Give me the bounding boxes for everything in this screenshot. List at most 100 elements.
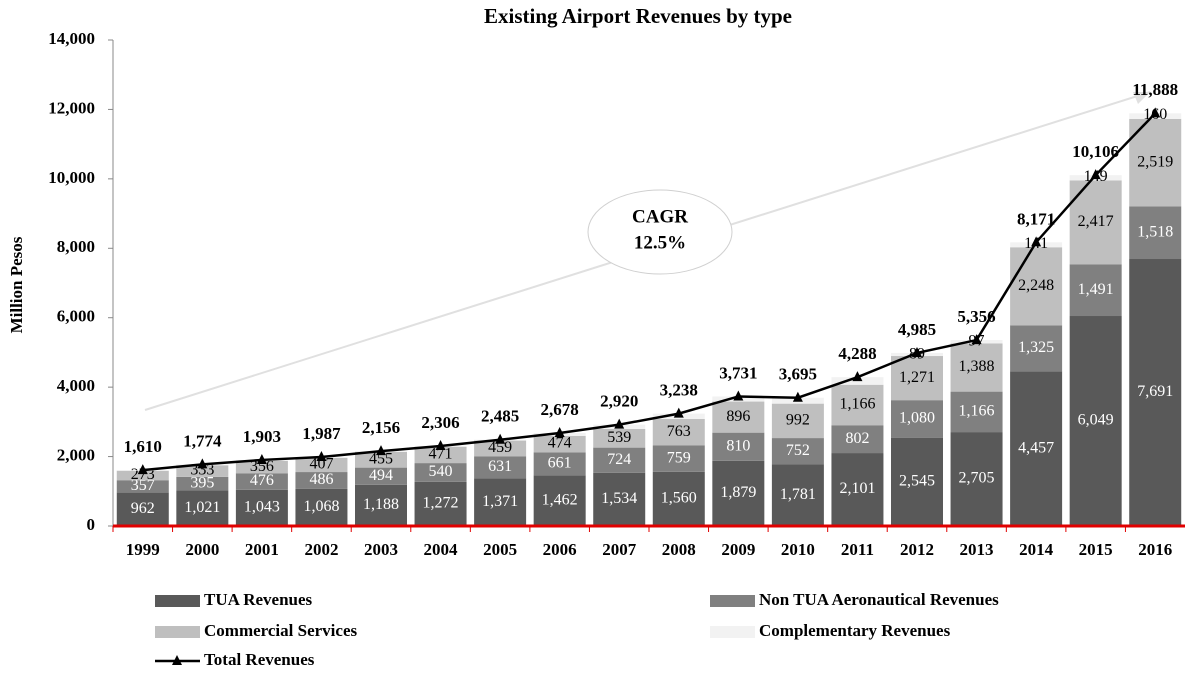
value-label: 494 <box>369 467 393 484</box>
value-label: 1,068 <box>303 498 339 515</box>
total-label: 3,731 <box>719 363 757 382</box>
value-label: 631 <box>488 458 512 475</box>
value-label: 486 <box>309 471 333 488</box>
y-tick-label: 8,000 <box>57 237 95 256</box>
bar-segment <box>950 343 1003 392</box>
value-label: 810 <box>726 437 750 454</box>
value-label: 1,371 <box>482 493 518 510</box>
bar-segment <box>355 484 407 526</box>
value-label: 1,166 <box>959 403 995 420</box>
total-label: 5,356 <box>957 307 995 326</box>
bar-segment <box>652 471 705 526</box>
total-label: 1,774 <box>183 431 222 450</box>
value-label: 802 <box>845 430 869 447</box>
total-marker <box>912 346 922 357</box>
trend-arrowhead <box>1133 92 1150 104</box>
bar-segment <box>891 356 943 401</box>
total-label: 4,985 <box>898 320 936 339</box>
bar-segment <box>235 489 288 526</box>
bar-segment <box>831 384 884 426</box>
bar-segment <box>652 445 705 472</box>
bar-segment <box>235 473 288 490</box>
value-label: 962 <box>131 500 155 517</box>
bar-segment <box>593 447 646 473</box>
legend-label: Commercial Services <box>204 621 357 640</box>
bar-segment <box>355 467 407 485</box>
total-marker <box>256 453 267 464</box>
value-label: 759 <box>667 449 691 466</box>
bar-segment <box>771 403 824 439</box>
value-label: 724 <box>607 451 631 468</box>
total-marker <box>673 407 684 418</box>
bar-segment <box>950 432 1003 526</box>
bar-segment <box>414 446 467 464</box>
chart-title: Existing Airport Revenues by type <box>484 4 792 28</box>
total-label: 3,695 <box>779 365 817 384</box>
annotation-bubble <box>587 189 733 275</box>
value-label: 540 <box>429 463 453 480</box>
x-tick-label: 2014 <box>1019 540 1054 559</box>
value-label: 455 <box>369 450 393 467</box>
bar-segment <box>593 428 646 448</box>
annotation: 12.5% <box>634 232 686 253</box>
value-label: 1,518 <box>1137 223 1173 240</box>
x-tick-label: 2000 <box>185 540 219 559</box>
value-label: 2,705 <box>959 470 995 487</box>
bar-segment <box>533 475 586 526</box>
value-label: 476 <box>250 472 274 489</box>
bar-segment <box>712 401 765 433</box>
bar-segment <box>474 478 527 526</box>
bar-segment <box>116 470 169 481</box>
value-label: 407 <box>309 456 333 473</box>
total-line <box>142 112 1157 472</box>
bar-segment <box>891 437 943 526</box>
x-tick-label: 2012 <box>900 540 934 559</box>
bar-segment <box>771 438 824 465</box>
total-marker <box>1031 236 1042 247</box>
value-label: 474 <box>548 435 572 452</box>
bar-segment <box>1069 316 1122 526</box>
legend-swatch <box>710 626 755 638</box>
bar-segment <box>295 488 348 526</box>
x-tick-label: 2002 <box>304 540 338 559</box>
value-label: 1,388 <box>959 358 995 375</box>
bar-segment <box>474 456 527 479</box>
total-marker <box>1150 107 1161 118</box>
bar-segment <box>235 460 288 474</box>
bar-segment <box>1010 247 1063 326</box>
bar-segment <box>295 472 348 489</box>
bar-segment <box>1069 264 1122 317</box>
total-marker <box>733 390 744 401</box>
y-tick-label: 2,000 <box>57 445 95 464</box>
legend-marker <box>172 655 182 665</box>
total-label: 2,485 <box>481 407 519 426</box>
y-axis-label: Million Pesos <box>7 236 26 333</box>
bar-segment <box>533 435 586 453</box>
bar-segment <box>831 453 884 526</box>
legend-label: Total Revenues <box>204 650 315 669</box>
x-tick-label: 2016 <box>1138 540 1172 559</box>
value-label: 1,166 <box>839 396 875 413</box>
y-tick-label: 10,000 <box>48 168 95 187</box>
total-label: 8,171 <box>1017 209 1055 228</box>
bar-segment <box>1129 259 1182 526</box>
x-tick-label: 1999 <box>126 540 160 559</box>
y-tick-label: 14,000 <box>48 29 95 48</box>
y-tick-label: 4,000 <box>57 376 95 395</box>
value-label: 357 <box>131 477 155 494</box>
value-label: 1,043 <box>244 499 280 516</box>
x-tick-label: 2010 <box>781 540 815 559</box>
total-marker <box>435 439 446 450</box>
value-label: 661 <box>548 454 572 471</box>
value-label: 992 <box>786 412 810 429</box>
x-tick-label: 2015 <box>1079 540 1113 559</box>
value-label: 2,101 <box>839 480 875 497</box>
total-marker <box>137 464 148 475</box>
value-label: 1,271 <box>899 369 935 386</box>
legend-swatch <box>155 626 200 638</box>
bar-segment <box>652 419 705 446</box>
value-label: 1,534 <box>601 490 637 507</box>
value-label: 459 <box>488 439 512 456</box>
bar-segment <box>891 400 943 438</box>
total-marker <box>554 427 565 438</box>
